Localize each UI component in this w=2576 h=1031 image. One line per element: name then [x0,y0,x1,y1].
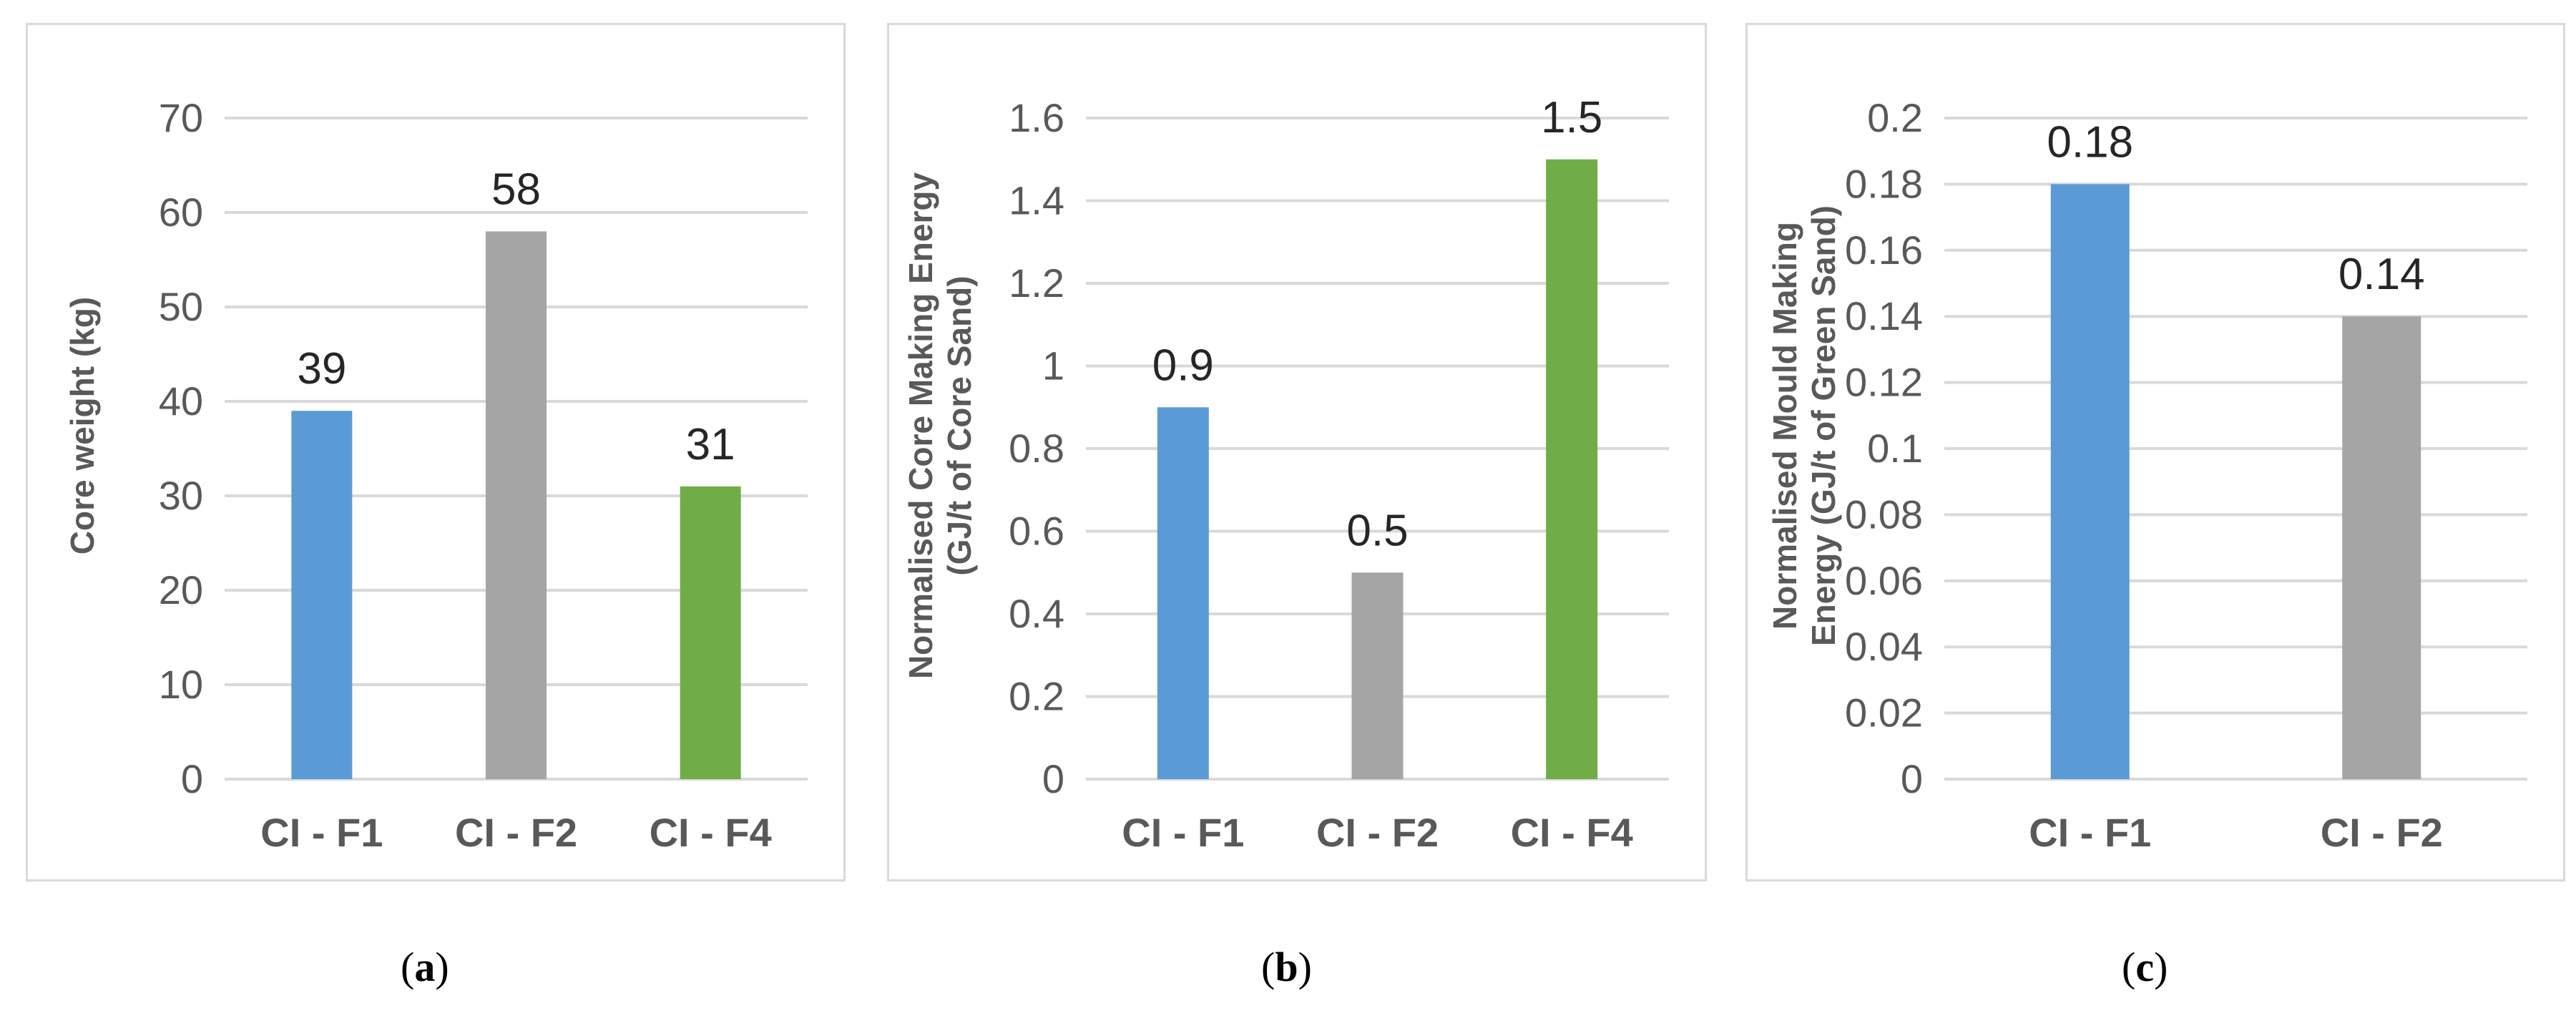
y-tick-label-a-1: 10 [159,662,203,707]
y-tick-label-c-7: 0.14 [1845,293,1923,338]
category-label-a-1: CI - F2 [455,810,577,855]
category-label-b-1: CI - F2 [1316,810,1439,855]
y-tick-label-c-3: 0.06 [1845,558,1923,603]
y-tick-label-b-6: 1.2 [1009,260,1064,306]
y-tick-label-b-0: 0 [1042,756,1064,801]
y-tick-label-c-9: 0.18 [1845,161,1923,206]
category-label-c-1: CI - F2 [2321,810,2443,855]
bar-b-2 [1546,159,1598,779]
chart-c-svg: 0 0.02 0.04 0.06 0.08 0.1 0.12 0.14 0.16 0.18 0.2 N… [1766,95,2527,855]
y-tick-label-a-3: 30 [159,473,203,518]
y-tick-label-c-8: 0.16 [1845,228,1923,273]
bar-a-0 [291,411,353,779]
category-label-b-2: CI - F4 [1511,810,1633,855]
data-label-b-1: 0.5 [1346,506,1408,555]
chart-a-svg: 0 10 20 30 40 50 60 70 Core weight (kg) 39 CI - F1… [64,95,808,855]
data-label-b-2: 1.5 [1541,93,1602,142]
y-tick-label-c-2: 0.04 [1845,624,1923,669]
y-axis-title-b-1: (GJ/t of Core Sand) [941,275,978,575]
y-tick-label-a-6: 60 [159,190,203,235]
bar-a-1 [486,231,547,779]
caption-c: (c) [2122,944,2168,990]
y-tick-label-b-1: 0.2 [1009,674,1064,719]
y-tick-label-c-10: 0.2 [1867,95,1923,140]
category-label-a-2: CI - F4 [650,810,772,855]
category-label-a-0: CI - F1 [260,810,383,855]
y-tick-label-a-7: 70 [159,95,203,140]
data-label-b-0: 0.9 [1152,341,1214,390]
chart-panel-b: 0 0.2 0.4 0.6 0.8 1 1.2 1.4 1.6 Normalised Core M… [887,23,1707,881]
data-label-c-1: 0.14 [2339,250,2425,299]
y-tick-label-c-4: 0.08 [1845,492,1923,537]
data-label-a-2: 31 [686,420,735,469]
y-tick-label-b-7: 1.4 [1009,178,1064,223]
y-tick-label-a-5: 50 [159,284,203,329]
y-axis-title-c-1: Energy (GJ/t of Green Sand) [1805,205,1842,646]
category-label-b-0: CI - F1 [1122,810,1244,855]
bar-b-0 [1157,407,1209,779]
caption-b: (b) [1261,944,1312,990]
y-tick-label-a-4: 40 [159,378,203,424]
y-tick-label-b-5: 1 [1042,343,1064,389]
y-tick-label-c-1: 0.02 [1845,690,1923,736]
data-label-a-0: 39 [297,344,346,394]
y-axis-title-b-0: Normalised Core Making Energy [902,172,939,679]
bar-a-2 [680,486,741,779]
y-tick-label-c-5: 0.1 [1867,426,1923,471]
y-axis-title-a-0: Core weight (kg) [64,297,101,554]
data-label-a-1: 58 [491,165,541,214]
y-tick-label-b-8: 1.6 [1009,95,1064,140]
chart-panel-c: 0 0.02 0.04 0.06 0.08 0.1 0.12 0.14 0.16 0.18 0.2 N… [1745,23,2565,881]
chart-panel-a: 0 10 20 30 40 50 60 70 Core weight (kg) 39 CI - F1… [26,23,846,881]
caption-a: (a) [401,944,449,990]
category-label-c-0: CI - F1 [2029,810,2151,855]
y-tick-label-a-2: 20 [159,567,203,612]
bar-b-1 [1351,572,1404,779]
y-tick-label-b-4: 0.8 [1009,426,1064,471]
y-tick-label-c-0: 0 [1901,756,1923,801]
y-axis-title-c-0: Normalised Mould Making [1766,222,1803,630]
y-tick-label-b-2: 0.4 [1009,591,1064,636]
y-tick-label-c-6: 0.12 [1845,360,1923,405]
bar-c-1 [2342,316,2421,779]
y-tick-label-a-0: 0 [181,756,203,801]
data-label-c-0: 0.18 [2047,117,2133,167]
chart-b-svg: 0 0.2 0.4 0.6 0.8 1 1.2 1.4 1.6 Normalised Core M… [902,93,1669,855]
bar-c-0 [2050,184,2130,779]
y-tick-label-b-3: 0.6 [1009,509,1064,554]
